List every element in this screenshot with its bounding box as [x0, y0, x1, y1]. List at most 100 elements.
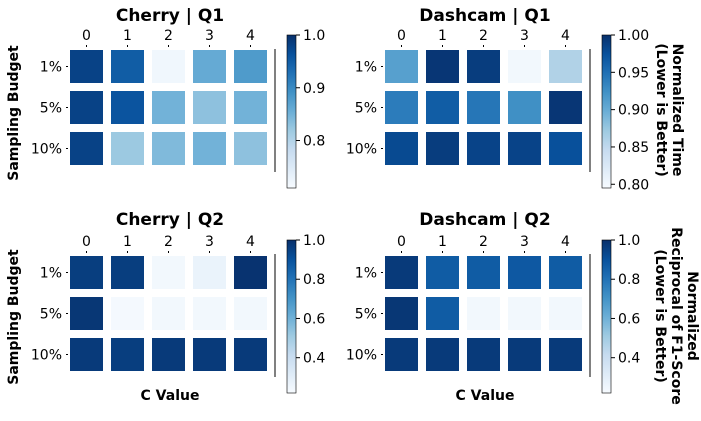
- y-tick-label: 1%: [40, 60, 62, 76]
- x-tick-label: 1: [438, 28, 447, 44]
- colorbar-tick-label: 0.8: [618, 272, 640, 288]
- x-tick-label: 0: [82, 234, 91, 250]
- x-tick-label: 4: [246, 234, 255, 250]
- y-tick-label: 1%: [355, 266, 377, 282]
- colorbar-gradient: [601, 34, 612, 189]
- x-tick-label: 2: [164, 28, 173, 44]
- colorbar-label-line: (Lower is Better): [653, 43, 669, 177]
- heatmap-cell: [467, 256, 500, 289]
- heatmap-cell: [385, 91, 418, 124]
- colorbar: 0.80 0.85 0.90 0.95 1.00: [589, 28, 649, 193]
- y-tick-label: 1%: [355, 60, 377, 76]
- x-tick-label: 3: [520, 28, 529, 44]
- panel-title: Cherry | Q1: [116, 6, 224, 26]
- heatmap-cell: [152, 132, 185, 165]
- heatmap-cell: [508, 338, 541, 371]
- colorbar-tick-label: 0.6: [303, 311, 325, 327]
- heatmap-cell: [426, 256, 459, 289]
- heatmap-cell: [111, 132, 144, 165]
- colorbar-tick-label: 0.8: [303, 272, 325, 288]
- colorbar-tick-label: 0.95: [618, 65, 649, 81]
- y-tick-label: 1%: [40, 266, 62, 282]
- heatmap-cell: [467, 50, 500, 83]
- heatmap-cell: [508, 297, 541, 330]
- colorbar: 0.4 0.6 0.8 1.0: [274, 233, 325, 394]
- colorbar-tick-label: 0.4: [618, 351, 640, 367]
- x-tick-label: 1: [438, 234, 447, 250]
- colorbar-label-line: Normalized Time: [669, 44, 685, 177]
- heatmap-cell: [508, 50, 541, 83]
- heatmap-cell: [549, 50, 582, 83]
- heatmap-cell: [152, 297, 185, 330]
- heatmap-cell: [193, 338, 226, 371]
- heatmap-cell: [111, 297, 144, 330]
- y-tick-label: 5%: [355, 101, 377, 117]
- heatmap-cell: [70, 256, 103, 289]
- heatmap-cell: [70, 50, 103, 83]
- x-tick-labels: 0 1 2 3 4: [82, 28, 255, 47]
- y-tick-label: 10%: [31, 348, 62, 364]
- heatmap-cell: [549, 132, 582, 165]
- heatmap-cell: [385, 338, 418, 371]
- x-axis-label-right: C Value: [456, 388, 515, 404]
- y-tick-label: 10%: [31, 142, 62, 158]
- panel-dashcam-q2: Dashcam | Q2 0 1 2 3 4 1% 5% 10% 0.4 0.6 0.8 1.0: [346, 210, 640, 394]
- x-tick-label: 4: [561, 28, 570, 44]
- x-tick-label: 4: [246, 28, 255, 44]
- colorbar-label-top: Normalized Time (Lower is Better): [653, 43, 685, 177]
- heatmap-cells: [70, 256, 267, 371]
- x-tick-label: 2: [479, 28, 488, 44]
- heatmap-cell: [426, 132, 459, 165]
- y-axis-label-bottom: Sampling Budget: [6, 249, 22, 385]
- y-axis-label-top: Sampling Budget: [6, 45, 22, 181]
- heatmap-cell: [234, 50, 267, 83]
- heatmap-cell: [70, 132, 103, 165]
- y-tick-label: 5%: [40, 101, 62, 117]
- heatmap-cell: [234, 338, 267, 371]
- colorbar-tick-label: 1.0: [303, 233, 325, 249]
- colorbar-tick-label: 0.8: [303, 134, 325, 150]
- x-tick-label: 3: [520, 234, 529, 250]
- heatmap-cell: [426, 297, 459, 330]
- x-tick-label: 2: [164, 234, 173, 250]
- heatmap-cell: [193, 50, 226, 83]
- colorbar-tick-label: 1.00: [618, 28, 649, 44]
- heatmap-cell: [467, 297, 500, 330]
- x-tick-label: 3: [205, 28, 214, 44]
- heatmap-cell: [111, 50, 144, 83]
- colorbar-gradient: [286, 239, 297, 394]
- heatmap-cell: [70, 297, 103, 330]
- heatmap-cell: [193, 91, 226, 124]
- panel-cherry-q2: Cherry | Q2 0 1 2 3 4 1% 5% 10% 0.4 0.6 0.8 1.0: [31, 210, 325, 394]
- x-tick-labels: 0 1 2 3 4: [82, 234, 255, 253]
- heatmap-cell: [549, 256, 582, 289]
- x-tick-label: 2: [479, 234, 488, 250]
- heatmap-cell: [111, 256, 144, 289]
- y-tick-label: 5%: [40, 307, 62, 323]
- y-tick-label: 10%: [346, 142, 377, 158]
- x-axis-label-left: C Value: [141, 388, 200, 404]
- colorbar-tick-label: 0.90: [618, 103, 649, 119]
- y-tick-labels: 1% 5% 10%: [346, 266, 383, 364]
- colorbar-tick-label: 0.80: [618, 177, 649, 193]
- colorbar-tick-label: 0.85: [618, 140, 649, 156]
- heatmap-cell: [111, 338, 144, 371]
- colorbar-tick-label: 0.9: [303, 81, 325, 97]
- x-tick-label: 3: [205, 234, 214, 250]
- y-tick-labels: 1% 5% 10%: [31, 60, 68, 158]
- heatmap-cell: [426, 338, 459, 371]
- colorbar-tick-label: 0.6: [618, 311, 640, 327]
- x-tick-label: 1: [123, 234, 132, 250]
- colorbar-label-line: (Lower is Better): [652, 249, 668, 383]
- heatmap-cell: [426, 50, 459, 83]
- y-tick-label: 5%: [355, 307, 377, 323]
- heatmap-cell: [70, 91, 103, 124]
- heatmap-cell: [508, 132, 541, 165]
- x-tick-labels: 0 1 2 3 4: [397, 28, 570, 47]
- colorbar: 0.4 0.6 0.8 1.0: [589, 233, 640, 394]
- heatmap-cell: [234, 256, 267, 289]
- heatmap-cell: [193, 132, 226, 165]
- heatmap-cell: [549, 297, 582, 330]
